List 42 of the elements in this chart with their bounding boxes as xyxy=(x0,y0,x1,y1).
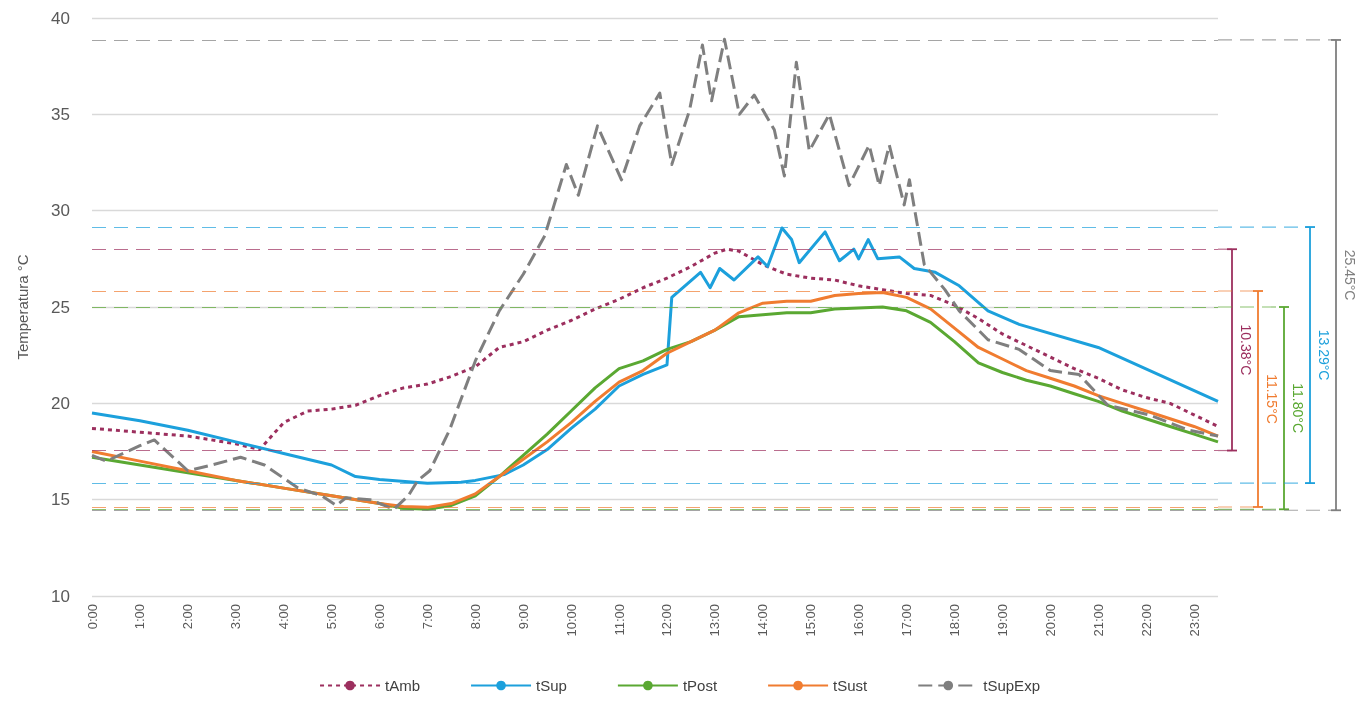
x-tick-label: 2:00 xyxy=(180,604,196,630)
x-tick-label: 22:00 xyxy=(1138,604,1154,637)
text: 11.15°C xyxy=(1264,374,1280,424)
x-tick-label: 21:00 xyxy=(1090,604,1106,637)
x-tick-label: 17:00 xyxy=(899,604,915,637)
legend-label: tSust xyxy=(833,677,869,694)
x-tick-label: 23:00 xyxy=(1186,604,1202,637)
x-tick-label: 16:00 xyxy=(851,604,867,637)
x-tick-label: 1:00 xyxy=(132,604,148,630)
x-tick-label: 7:00 xyxy=(419,604,435,630)
x-tick-label: 0:00 xyxy=(84,604,100,630)
x-tick-label: 18:00 xyxy=(946,604,962,637)
x-tick-label: 8:00 xyxy=(467,604,483,630)
text: 11.80°C xyxy=(1290,383,1306,434)
x-tick-label: 6:00 xyxy=(371,604,387,630)
y-axis-title: Temperatura °C xyxy=(14,254,31,360)
x-tick-label: 13:00 xyxy=(707,604,723,637)
x-tick-label: 9:00 xyxy=(515,604,531,630)
text: 13.29°C xyxy=(1316,329,1332,381)
y-tick-label: 25 xyxy=(51,297,70,317)
x-tick-label: 19:00 xyxy=(994,604,1010,637)
legend-label: tAmb xyxy=(385,677,421,694)
legend-label: tSupExp xyxy=(983,677,1040,694)
legend-label: tSup xyxy=(536,677,567,694)
text: 10.38°C xyxy=(1238,324,1254,376)
text: 25.45°C xyxy=(1342,249,1358,301)
x-tick-label: 10:00 xyxy=(563,604,579,637)
x-tick-label: 3:00 xyxy=(228,604,244,630)
x-tick-label: 5:00 xyxy=(324,604,340,630)
x-tick-label: 14:00 xyxy=(755,604,771,637)
x-tick-label: 12:00 xyxy=(659,604,675,637)
y-tick-label: 35 xyxy=(51,104,70,124)
x-tick-label: 20:00 xyxy=(1042,604,1058,637)
x-tick-label: 15:00 xyxy=(803,604,819,637)
y-tick-label: 30 xyxy=(51,201,70,221)
y-tick-label: 10 xyxy=(51,586,70,606)
legend-label: tPost xyxy=(682,677,718,694)
x-tick-label: 11:00 xyxy=(611,604,627,636)
y-tick-label: 40 xyxy=(51,8,70,28)
y-tick-label: 20 xyxy=(51,393,70,413)
y-tick-label: 15 xyxy=(51,490,70,510)
x-tick-label: 4:00 xyxy=(276,604,292,630)
